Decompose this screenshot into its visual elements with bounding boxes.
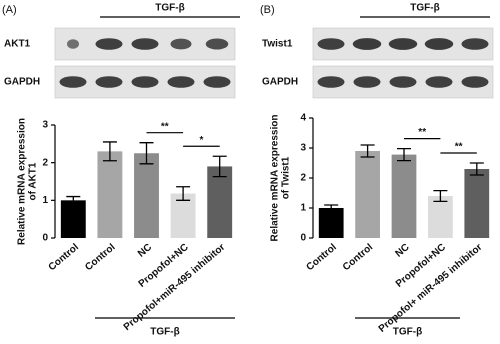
y-tick-label: 3 <box>42 120 48 131</box>
blot-band <box>461 76 489 88</box>
bottom-treatment-label: TGF-β <box>150 327 179 338</box>
blot-band <box>424 38 454 50</box>
blot-band <box>167 76 195 88</box>
treatment-label: TGF-β <box>155 3 184 14</box>
y-tick-label: 2 <box>42 157 48 168</box>
significance-label: ** <box>161 121 169 132</box>
x-tick-label: Control <box>83 242 117 273</box>
treatment-label: TGF-β <box>410 3 439 14</box>
blot-band <box>131 38 159 50</box>
blot-band <box>317 38 345 50</box>
significance-label: ** <box>418 127 426 138</box>
error-bar <box>176 186 191 201</box>
y-axis-label: Relative mRNA expression <box>17 118 28 245</box>
error-bar <box>66 195 81 205</box>
bar <box>134 153 159 238</box>
y-axis-label: of AKT1 <box>28 162 39 200</box>
significance-label: * <box>199 135 203 146</box>
x-tick-label: Control <box>305 242 339 273</box>
error-bar <box>139 142 154 165</box>
y-tick-label: 2 <box>300 173 306 184</box>
bar <box>428 196 453 238</box>
y-tick-label: 3 <box>300 143 306 154</box>
blot-band <box>388 38 418 50</box>
panel-label: (A) <box>2 4 17 16</box>
blot-band <box>205 38 229 50</box>
blot-band <box>203 76 231 88</box>
blot-band <box>352 38 382 50</box>
blot-band <box>95 76 123 88</box>
blot-band <box>59 76 87 88</box>
blot-row-label: GAPDH <box>262 77 298 88</box>
error-bar <box>469 162 484 176</box>
y-axis-label: Relative mRNA expression <box>270 115 281 242</box>
blot-band <box>170 38 192 50</box>
bottom-treatment-label: TGF-β <box>393 327 422 338</box>
bar <box>355 151 380 238</box>
blot-row-label: GAPDH <box>4 77 40 88</box>
blot-band <box>131 76 159 88</box>
blot-band <box>425 76 453 88</box>
x-tick-label: NC <box>136 242 154 260</box>
error-bar <box>212 155 227 178</box>
blot-band <box>95 38 123 50</box>
error-bar <box>397 147 411 162</box>
y-tick-label: 0 <box>42 233 48 244</box>
blot-band <box>353 76 381 88</box>
blot-band <box>389 76 417 88</box>
bar <box>391 154 417 238</box>
x-tick-label: Control <box>47 242 81 273</box>
bar <box>464 169 490 238</box>
y-tick-label: 0 <box>300 233 306 244</box>
blot-band <box>67 39 79 49</box>
x-tick-label: NC <box>393 242 411 260</box>
bar <box>60 200 86 238</box>
bar <box>207 166 233 238</box>
blot-row-label: AKT1 <box>4 39 31 50</box>
significance-label: ** <box>455 142 463 153</box>
y-tick-label: 1 <box>42 195 48 206</box>
error-bar <box>102 141 117 162</box>
blot-band <box>461 38 489 50</box>
x-tick-label: Control <box>341 242 375 273</box>
y-axis-label: of Twist1 <box>281 156 292 199</box>
error-bar <box>433 189 448 203</box>
y-tick-label: 1 <box>300 203 306 214</box>
error-bar <box>324 204 339 212</box>
error-bar <box>360 144 375 158</box>
blot-row-label: Twist1 <box>262 39 293 50</box>
bar <box>318 208 344 238</box>
y-tick-label: 4 <box>300 113 306 124</box>
panel-label: (B) <box>260 4 275 16</box>
blot-band <box>317 76 345 88</box>
bar <box>97 151 123 238</box>
